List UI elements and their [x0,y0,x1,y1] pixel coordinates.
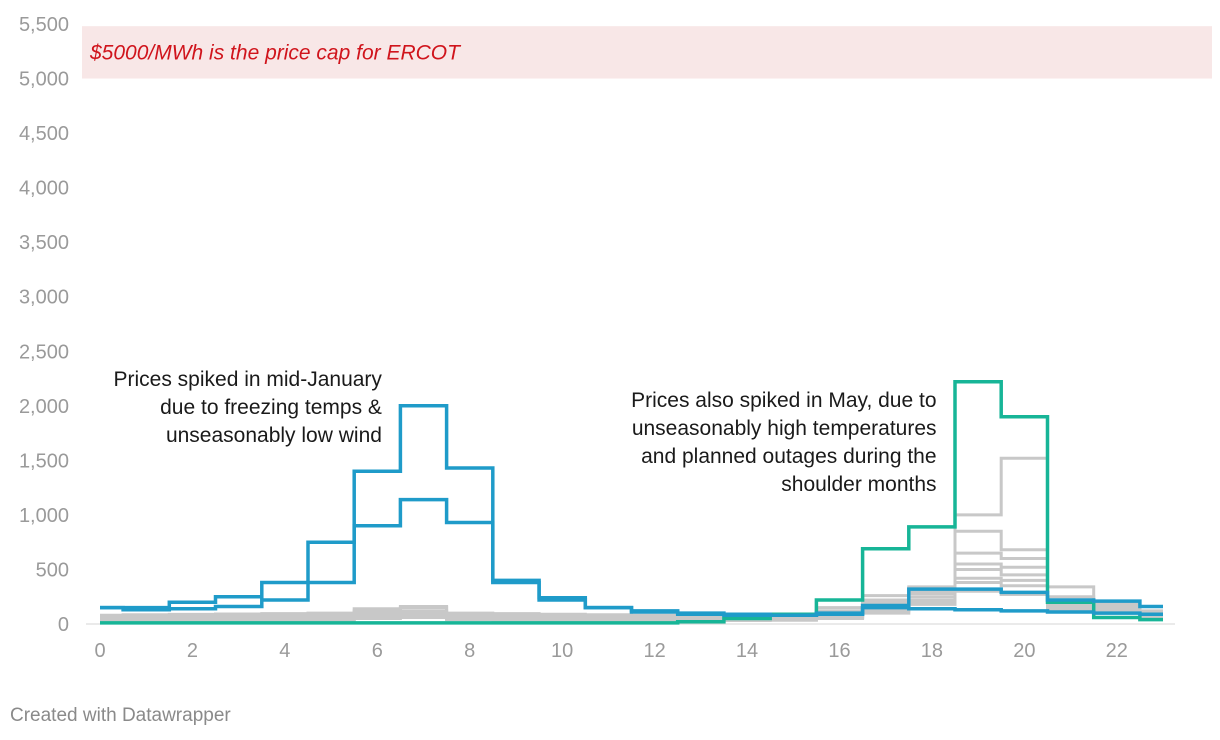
y-tick-label: 4,500 [19,123,69,145]
x-tick-label: 22 [1106,640,1128,662]
y-tick-label: 1,000 [19,505,69,527]
x-tick-label: 8 [464,640,475,662]
price-cap-band-rect [82,26,1212,79]
y-tick-label: 4,000 [19,178,69,200]
price-cap-label: $5000/MWh is the price cap for ERCOT [89,41,462,64]
x-tick-label: 2 [187,640,198,662]
x-tick-label: 18 [921,640,943,662]
x-tick-label: 4 [279,640,290,662]
price-chart: $5000/MWh is the price cap for ERCOT 0 50… [19,14,1212,662]
x-tick-label: 6 [372,640,383,662]
x-tick-label: 12 [643,640,665,662]
annotation-1: Prices also spiked in May, due to unseaso… [631,389,936,496]
y-tick-label: 0 [58,614,69,636]
series-line-7 [100,581,1163,624]
x-tick-label: 14 [736,640,758,662]
x-tick-label: 20 [1013,640,1035,662]
y-tick-label: 2,000 [19,396,69,418]
x-axis: 0 2 4 6 8 10 12 14 16 18 20 22 [86,623,1175,662]
x-tick-label: 0 [94,640,105,662]
annotations: Prices spiked in mid-January due to freez… [113,368,936,496]
y-tick-label: 2,500 [19,341,69,363]
x-tick-label: 10 [551,640,573,662]
credit-text: Created with Datawrapper [10,705,231,726]
series-line-10 [100,497,1163,618]
y-axis: 0 500 1,000 1,500 2,000 2,500 3,000 3,500 4,000 4… [19,14,69,636]
y-tick-label: 3,000 [19,287,69,309]
annotation-0: Prices spiked in mid-January due to freez… [113,368,382,447]
y-tick-label: 3,500 [19,232,69,254]
y-tick-label: 5,000 [19,69,69,91]
y-tick-label: 500 [36,559,69,581]
x-tick-label: 16 [828,640,850,662]
y-tick-label: 5,500 [19,14,69,36]
series-lines [100,380,1163,625]
y-tick-label: 1,500 [19,450,69,472]
price-cap-band: $5000/MWh is the price cap for ERCOT [82,26,1212,79]
